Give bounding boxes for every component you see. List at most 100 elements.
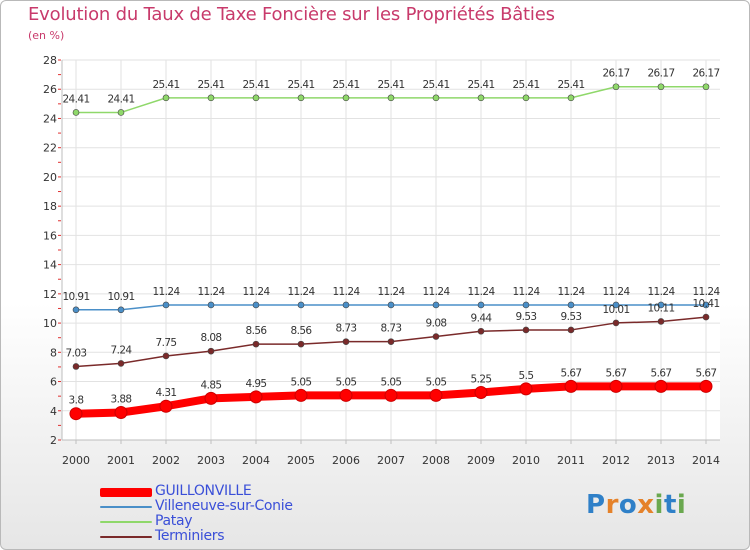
y-tick-label: 18 [43, 200, 57, 213]
x-tick-label: 2014 [692, 454, 720, 467]
x-tick-label: 2011 [557, 454, 585, 467]
x-tick-label: 2006 [332, 454, 360, 467]
data-label: 11.24 [242, 286, 270, 298]
data-label: 25.41 [152, 79, 179, 91]
y-tick-label: 28 [43, 54, 57, 67]
data-label: 10.91 [62, 291, 89, 303]
data-label: 9.44 [471, 312, 493, 324]
data-label: 5.5 [519, 370, 534, 382]
logo-letter: t [663, 490, 677, 520]
label-layer: 24.41 24.41 25.41 25.41 25.41 25.41 25.41 25.41… [62, 68, 721, 407]
data-point [207, 347, 215, 355]
y-tick-label: 20 [43, 171, 57, 184]
y-tick-label: 16 [43, 229, 57, 242]
legend-label-patay: Patay [155, 513, 193, 529]
data-point [162, 94, 170, 102]
data-point [162, 301, 170, 309]
data-point [69, 407, 83, 421]
data-point [477, 94, 485, 102]
x-tick-label: 2012 [602, 454, 630, 467]
x-tick-label: 2002 [152, 454, 180, 467]
data-point [432, 94, 440, 102]
data-label: 5.67 [606, 367, 627, 379]
data-point [522, 94, 530, 102]
data-label: 5.67 [651, 367, 672, 379]
data-label: 11.24 [602, 286, 630, 298]
x-tick-label: 2003 [197, 454, 225, 467]
grid-layer [62, 59, 720, 441]
data-label: 11.24 [287, 286, 315, 298]
data-label: 5.67 [561, 367, 582, 379]
data-point [252, 340, 260, 348]
data-label: 3.88 [111, 394, 132, 406]
data-label: 7.75 [156, 337, 177, 349]
x-tick-label: 2005 [287, 454, 315, 467]
legend-label-villeneuve: Villeneuve-sur-Conie [155, 498, 293, 514]
y-tick-label: 26 [43, 83, 57, 96]
data-label: 25.41 [287, 79, 314, 91]
data-point [342, 301, 350, 309]
data-label: 8.73 [336, 323, 357, 335]
data-point [72, 363, 80, 370]
data-point [204, 391, 218, 405]
data-point [612, 319, 620, 327]
data-label: 5.05 [291, 376, 312, 388]
data-point [72, 306, 80, 314]
data-label: 25.41 [377, 79, 404, 91]
data-point [564, 379, 578, 393]
legend-label-terminiers: Terminiers [155, 528, 225, 544]
data-point [252, 94, 260, 102]
data-label: 10.91 [107, 291, 134, 303]
data-point [72, 109, 80, 116]
data-point [342, 338, 350, 345]
y-tick-label: 22 [43, 142, 57, 155]
data-label: 3.8 [69, 395, 84, 407]
data-label: 26.17 [692, 68, 719, 80]
legend-swatch-guillonville [100, 488, 152, 497]
data-label: 5.05 [336, 376, 357, 388]
data-label: 4.85 [201, 379, 222, 391]
data-label: 11.24 [332, 286, 360, 298]
data-label: 8.73 [381, 323, 402, 335]
data-label: 8.08 [201, 332, 222, 344]
data-point [207, 94, 215, 102]
data-label: 25.41 [557, 79, 584, 91]
x-tick-label: 2009 [467, 454, 495, 467]
data-label: 5.05 [381, 376, 402, 388]
data-point [342, 94, 350, 102]
data-point [519, 382, 533, 396]
data-point [657, 318, 665, 325]
data-point [159, 399, 173, 413]
data-label: 8.56 [291, 325, 313, 337]
data-point [477, 301, 485, 309]
data-point [249, 390, 263, 404]
data-label: 8.56 [246, 325, 268, 337]
data-label: 10.41 [692, 298, 719, 310]
data-label: 25.41 [467, 79, 494, 91]
data-point [339, 388, 353, 402]
logo-letter: r [605, 490, 619, 520]
data-label: 11.24 [557, 286, 585, 298]
x-tick-label: 2000 [62, 454, 90, 467]
data-label: 10.11 [647, 302, 674, 314]
data-point [702, 301, 710, 309]
x-tick-label: 2001 [107, 454, 135, 467]
y-tick-label: 4 [50, 405, 57, 418]
data-label: 11.24 [152, 286, 180, 298]
data-point [297, 340, 305, 348]
data-label: 10.01 [602, 304, 629, 316]
data-point [387, 94, 395, 102]
proxiti-logo: Proxiti [586, 490, 686, 520]
data-point [297, 301, 305, 309]
data-label: 11.24 [197, 286, 225, 298]
data-label: 11.24 [377, 286, 405, 298]
data-label: 4.95 [246, 378, 267, 390]
y-tick-label: 24 [43, 112, 57, 125]
data-point [522, 301, 530, 309]
data-label: 26.17 [602, 68, 629, 80]
data-point [117, 109, 125, 116]
data-point [117, 306, 125, 314]
y-tick-label: 2 [50, 434, 57, 447]
logo-letter: i [676, 490, 687, 520]
